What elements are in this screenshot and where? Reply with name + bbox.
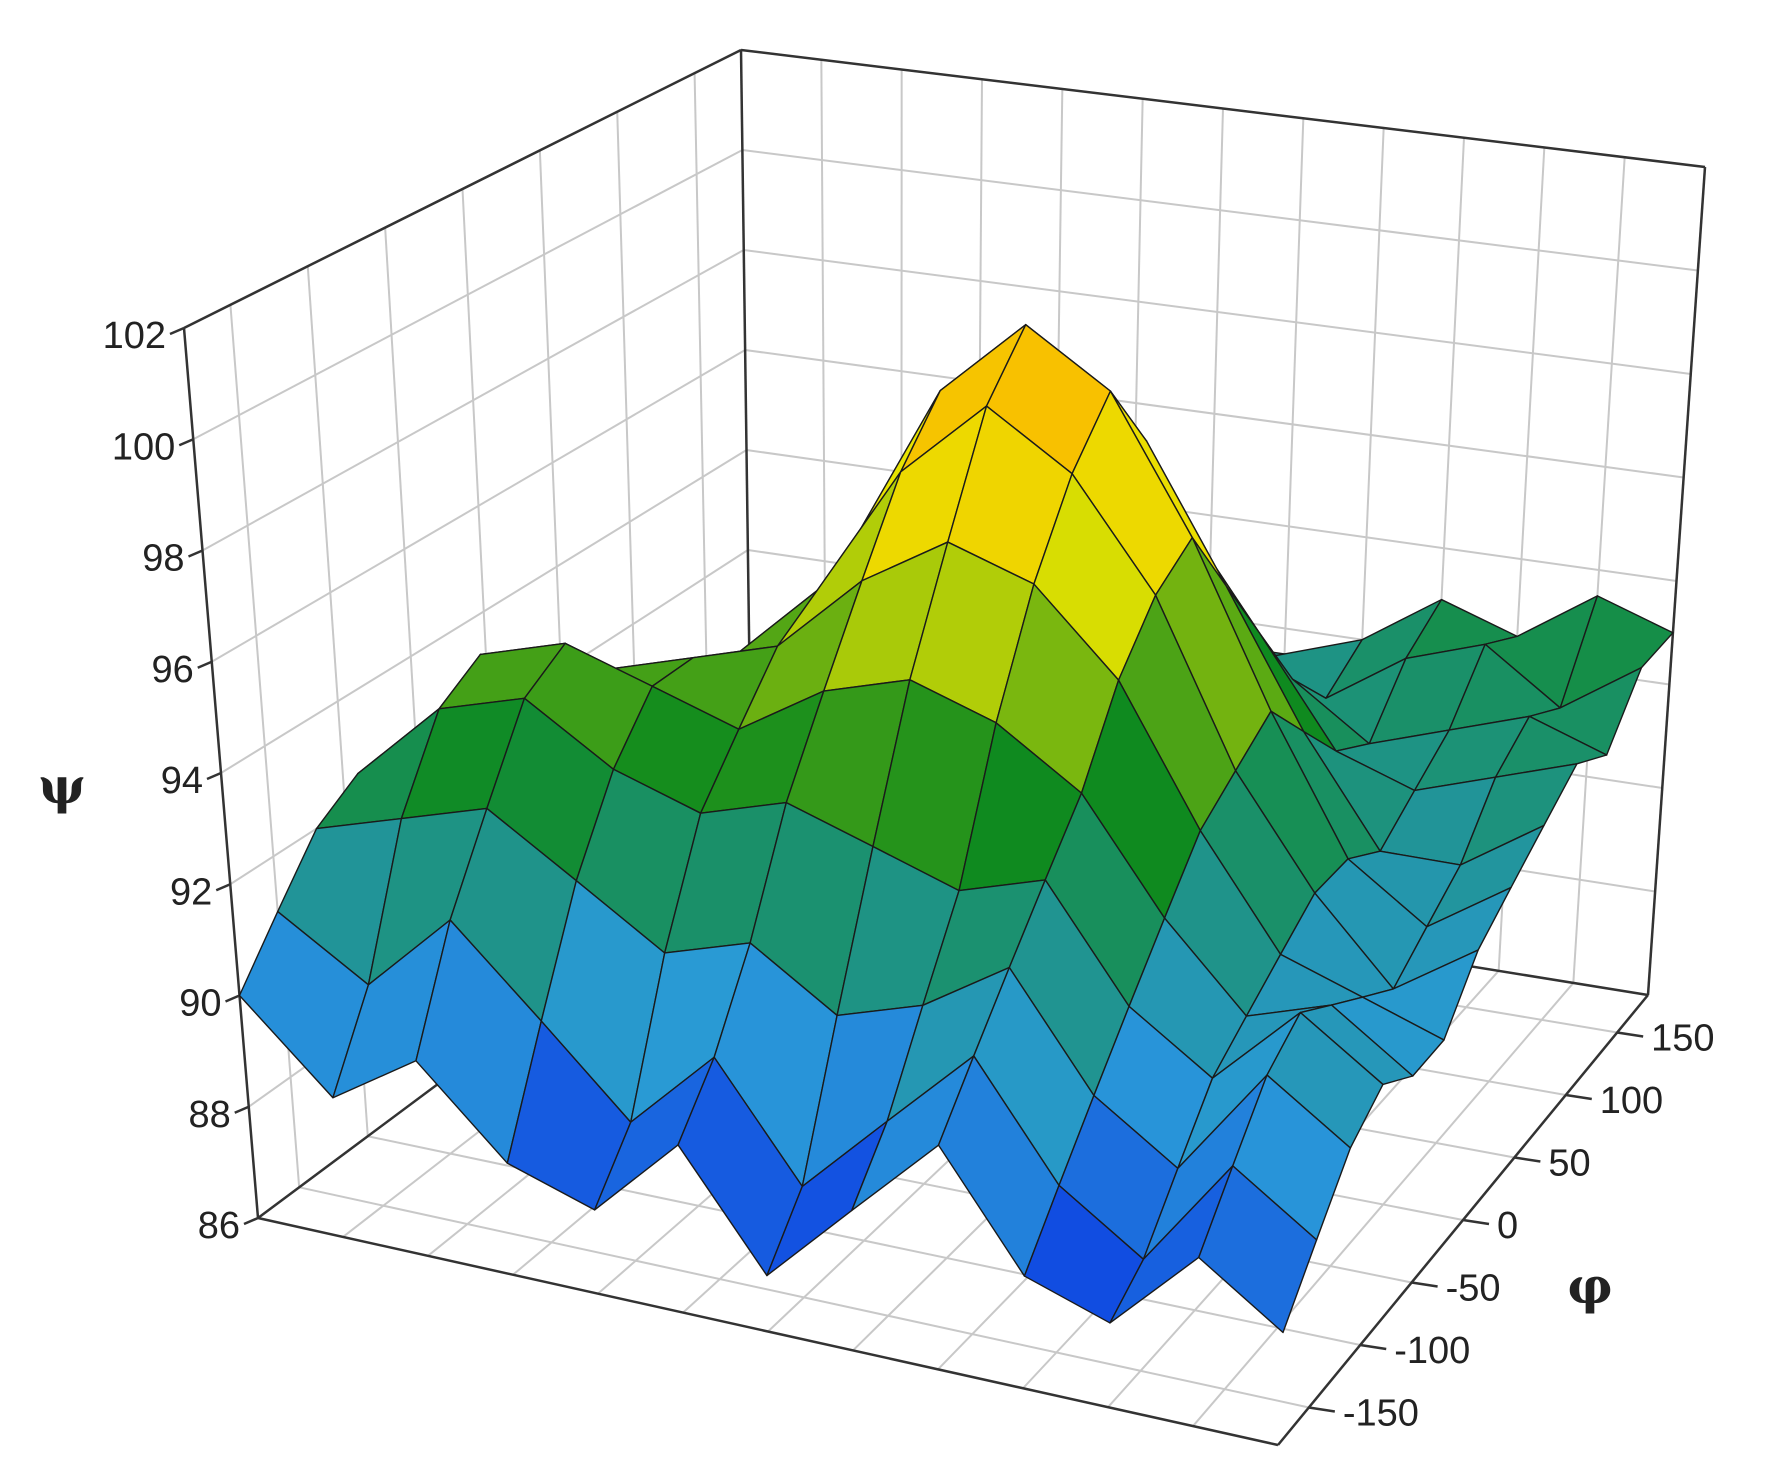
z-tick-label: 98 bbox=[142, 538, 184, 580]
tick-mark bbox=[178, 438, 194, 447]
y-tick-label: 150 bbox=[1651, 1018, 1714, 1060]
tick-mark bbox=[225, 994, 240, 1003]
grid-line bbox=[1192, 982, 1575, 1427]
z-tick-label: 88 bbox=[188, 1094, 230, 1136]
tick-mark bbox=[206, 771, 222, 781]
tick-mark bbox=[1514, 1156, 1541, 1163]
tick-mark bbox=[1462, 1218, 1490, 1226]
tick-mark bbox=[234, 1105, 250, 1114]
y-tick-label: 100 bbox=[1600, 1080, 1663, 1122]
z-tick-label: 100 bbox=[112, 426, 175, 468]
tick-mark bbox=[197, 660, 213, 669]
tick-mark bbox=[1308, 1406, 1336, 1413]
z-tick-label: 92 bbox=[170, 871, 212, 913]
z-tick-label: 94 bbox=[161, 760, 203, 802]
axis-edge bbox=[740, 48, 1706, 169]
tick-mark bbox=[243, 1216, 259, 1226]
y-tick-label: 0 bbox=[1497, 1205, 1518, 1247]
tick-mark bbox=[1411, 1281, 1438, 1288]
z-tick-label: 96 bbox=[151, 649, 193, 691]
tick-mark bbox=[169, 326, 185, 336]
z-tick-label: 90 bbox=[179, 983, 221, 1025]
y-axis-label: φ bbox=[1567, 1256, 1612, 1315]
z-tick-label: 102 bbox=[103, 315, 166, 357]
tick-mark bbox=[1616, 1031, 1644, 1038]
z-axis-label: ψ bbox=[38, 756, 85, 815]
y-tick-label: -150 bbox=[1343, 1393, 1419, 1435]
axis-edge bbox=[257, 1216, 1279, 1447]
tick-mark bbox=[188, 549, 203, 558]
y-tick-label: -50 bbox=[1446, 1268, 1501, 1310]
tick-mark bbox=[215, 883, 231, 892]
grid-line bbox=[229, 304, 301, 1188]
tick-mark bbox=[1565, 1093, 1592, 1101]
surface-patch bbox=[1198, 1165, 1318, 1334]
axis-edge bbox=[1646, 166, 1707, 996]
z-tick-label: 86 bbox=[198, 1205, 240, 1247]
y-tick-label: -100 bbox=[1394, 1330, 1470, 1372]
y-tick-label: 50 bbox=[1548, 1143, 1590, 1185]
grid-line bbox=[1572, 157, 1626, 983]
axis-edge bbox=[183, 48, 742, 330]
tick-mark bbox=[1360, 1343, 1387, 1351]
